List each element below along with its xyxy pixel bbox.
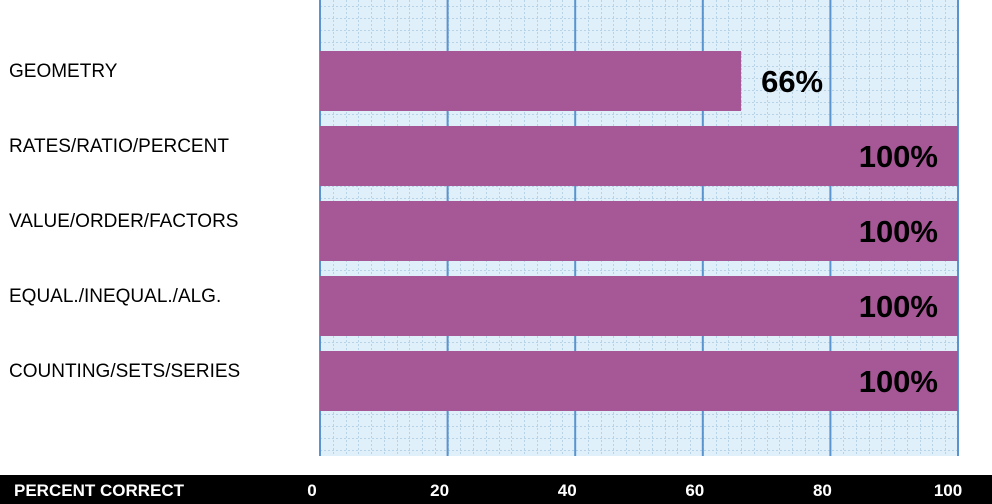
bar-4: [320, 276, 958, 336]
bar-1: [320, 51, 742, 111]
category-labels: GEOMETRY RATES/RATIO/PERCENT VALUE/ORDER/F…: [9, 61, 240, 382]
x-tick-label: 0: [307, 481, 316, 500]
x-tick-label: 20: [430, 481, 449, 500]
category-label: VALUE/ORDER/FACTORS: [9, 211, 238, 232]
category-label: COUNTING/SETS/SERIES: [9, 361, 240, 382]
bar-value-label: 100%: [859, 139, 938, 174]
bar-value-label: 66%: [761, 64, 823, 99]
bar-3: [320, 201, 958, 261]
bar-value-label: 100%: [859, 289, 938, 324]
category-label: RATES/RATIO/PERCENT: [9, 136, 229, 157]
x-axis-title: PERCENT CORRECT: [14, 481, 185, 500]
category-label: GEOMETRY: [9, 61, 118, 82]
bar-2: [320, 126, 958, 186]
x-tick-label: 60: [685, 481, 704, 500]
category-label: EQUAL./INEQUAL./ALG.: [9, 286, 221, 307]
bar-5: [320, 351, 958, 411]
x-axis-band: [0, 475, 992, 504]
x-axis: PERCENT CORRECT 0 20 40 60 80 100: [0, 475, 992, 504]
plot-area: 66% 100% 100% 100% 100%: [319, 0, 959, 456]
bar-value-label: 100%: [859, 364, 938, 399]
x-tick-label: 40: [558, 481, 577, 500]
bar-value-label: 100%: [859, 214, 938, 249]
x-tick-label: 80: [813, 481, 832, 500]
x-tick-label: 100: [934, 481, 962, 500]
